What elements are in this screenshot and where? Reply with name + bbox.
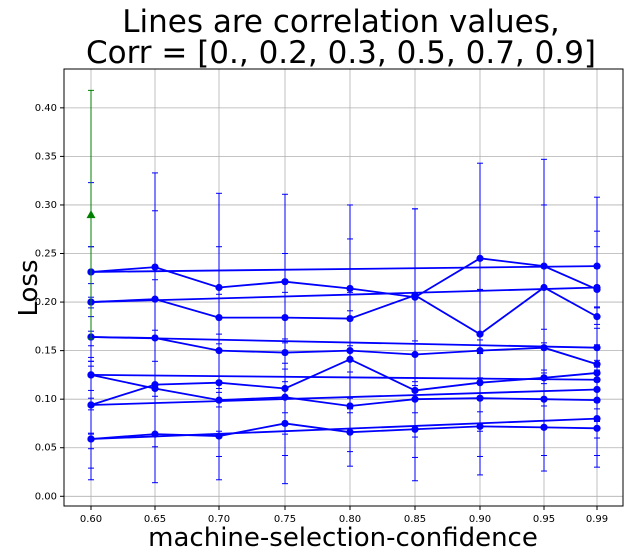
x-tick-label: 0.85	[404, 514, 426, 525]
series-line	[90, 257, 598, 299]
y-tick-label: 0.20	[35, 297, 57, 308]
series-line	[90, 265, 598, 273]
series-marker	[346, 428, 354, 436]
series-line	[90, 374, 598, 381]
series-line	[90, 388, 598, 406]
y-tick-label: 0.15	[35, 346, 57, 357]
x-tick-label: 0.99	[586, 514, 608, 525]
y-tick-label: 0.25	[35, 249, 57, 260]
series-line	[90, 336, 598, 349]
series-marker	[87, 435, 95, 443]
series-layer	[86, 89, 601, 485]
series-marker	[151, 430, 159, 438]
tick-layer: 0.60 0.65 0.70 0.75 0.80 0.85 0.90 0.95 0.99 0.00…	[35, 103, 608, 525]
series-marker	[215, 432, 223, 440]
y-axis-label: Loss	[14, 259, 44, 316]
series-marker	[476, 422, 484, 430]
y-tick-label: 0.00	[35, 491, 57, 502]
y-tick-label: 0.05	[35, 443, 57, 454]
y-tick-label: 0.40	[35, 103, 57, 114]
series-marker	[476, 254, 484, 262]
x-tick-label: 0.65	[144, 514, 166, 525]
series-marker	[215, 379, 223, 387]
series-marker	[281, 419, 289, 428]
series-line	[90, 286, 598, 303]
x-tick-label: 0.80	[339, 514, 361, 525]
baseline-triangle-marker	[86, 210, 96, 219]
x-tick-label: 0.75	[274, 514, 296, 525]
chart-title-line-1: Lines are correlation values,	[122, 4, 559, 40]
y-tick-label: 0.35	[35, 151, 57, 162]
series-marker	[411, 425, 419, 433]
y-tick-label: 0.10	[35, 394, 57, 405]
y-tick-label: 0.30	[35, 200, 57, 211]
series-marker	[593, 424, 601, 432]
series-marker	[540, 423, 548, 431]
x-axis-label: machine-selection-confidence	[148, 523, 538, 553]
series-line	[90, 417, 598, 440]
x-tick-label: 0.90	[469, 514, 491, 525]
x-tick-label: 0.60	[80, 514, 102, 525]
series-marker	[151, 381, 159, 389]
grid-layer	[64, 69, 623, 506]
plot-frame	[63, 68, 624, 507]
x-tick-label: 0.70	[208, 514, 230, 525]
chart-title-line-2: Corr = [0., 0.2, 0.3, 0.5, 0.7, 0.9]	[86, 35, 596, 71]
series-marker	[540, 374, 548, 382]
x-tick-label: 0.95	[533, 514, 555, 525]
series-marker	[593, 369, 601, 377]
series-marker	[411, 291, 419, 299]
series-marker	[346, 355, 354, 363]
